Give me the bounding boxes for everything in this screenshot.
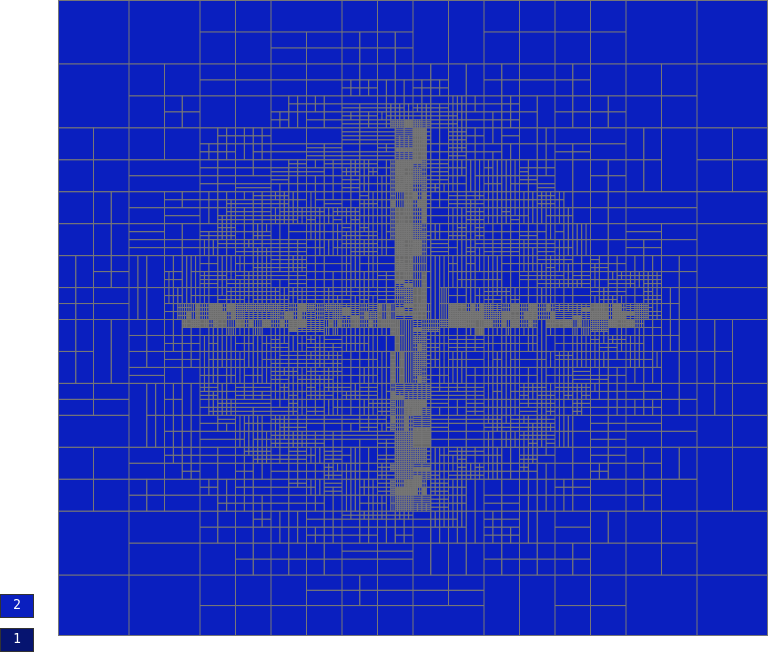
mesh-cell xyxy=(394,271,401,277)
mesh-cell xyxy=(399,255,405,261)
mesh-cell xyxy=(399,271,405,277)
mesh-cell xyxy=(510,311,516,317)
mesh-cell xyxy=(421,311,427,317)
mesh-cell xyxy=(603,307,609,313)
mesh-cell xyxy=(474,326,481,336)
mesh-cell xyxy=(514,311,520,317)
mesh-cell xyxy=(421,315,427,321)
mesh-cell xyxy=(403,191,410,197)
mesh-cell xyxy=(394,255,401,261)
mesh-cell xyxy=(390,350,396,356)
mesh-cell xyxy=(390,354,396,360)
mesh-cell xyxy=(394,215,401,221)
mesh-cell xyxy=(399,207,405,213)
mesh-cell xyxy=(403,311,410,317)
mesh-cell xyxy=(394,334,401,344)
mesh-cell xyxy=(377,319,383,324)
mesh-cell xyxy=(403,215,410,221)
mesh-cell xyxy=(408,219,414,225)
mesh-cell xyxy=(408,195,414,201)
mesh-cell xyxy=(403,219,410,225)
mesh-cell xyxy=(416,295,423,305)
mesh-cell xyxy=(394,207,401,213)
mesh-cell xyxy=(474,319,481,328)
mesh-cell xyxy=(456,307,463,313)
mesh-cell xyxy=(394,211,401,217)
mesh-cell xyxy=(377,315,383,321)
mesh-cell xyxy=(403,195,410,201)
mesh-cell xyxy=(217,319,223,324)
mesh-cell xyxy=(199,322,205,328)
mesh-cell xyxy=(399,275,405,281)
mesh-cell xyxy=(403,243,410,249)
mesh-cell xyxy=(408,215,414,221)
mesh-cell xyxy=(394,342,401,352)
mesh-cell xyxy=(403,171,410,177)
mesh-cell xyxy=(421,275,427,281)
mesh-cell xyxy=(416,287,423,297)
mesh-cell xyxy=(421,271,427,277)
mesh-cell xyxy=(221,322,228,328)
mesh-cell xyxy=(239,319,245,324)
mesh-cell xyxy=(403,239,410,245)
mesh-cell xyxy=(350,319,356,324)
mesh-cell xyxy=(412,307,418,313)
mesh-cell xyxy=(416,155,423,161)
mesh-cell xyxy=(350,322,356,328)
mesh-cell xyxy=(590,303,596,309)
mesh-cell xyxy=(186,319,192,324)
mesh-cell xyxy=(217,322,223,328)
mesh-cell xyxy=(412,295,418,305)
mesh-cell xyxy=(461,307,467,313)
mesh-cell xyxy=(385,307,392,313)
mesh-cell xyxy=(408,191,414,197)
mesh-cell xyxy=(399,211,405,217)
mesh-cell xyxy=(239,322,245,328)
mesh-cell xyxy=(403,167,410,173)
mesh-cell xyxy=(399,366,405,376)
mesh-cell xyxy=(328,319,334,324)
mesh-cell xyxy=(399,374,405,384)
mesh-cell xyxy=(408,311,414,317)
mesh-cell xyxy=(403,255,410,261)
mesh-cell xyxy=(403,259,410,265)
refined-mesh-view xyxy=(58,0,768,636)
mesh-cell xyxy=(221,319,228,324)
mesh-cell xyxy=(394,275,401,281)
mesh-cell xyxy=(385,303,392,309)
mesh-cell xyxy=(412,287,418,297)
mesh-cell xyxy=(416,311,423,317)
mesh-cell xyxy=(394,219,401,225)
mesh-cell xyxy=(377,311,383,317)
mesh-cell xyxy=(416,151,423,157)
mesh-cell xyxy=(603,303,609,309)
mesh-cell xyxy=(328,322,334,328)
mesh-cell xyxy=(412,303,418,309)
mesh-cell xyxy=(590,307,596,313)
mesh-cell xyxy=(199,319,205,324)
mesh-cell xyxy=(416,315,423,321)
mesh-cell xyxy=(377,322,383,328)
mesh-cell xyxy=(186,322,192,328)
